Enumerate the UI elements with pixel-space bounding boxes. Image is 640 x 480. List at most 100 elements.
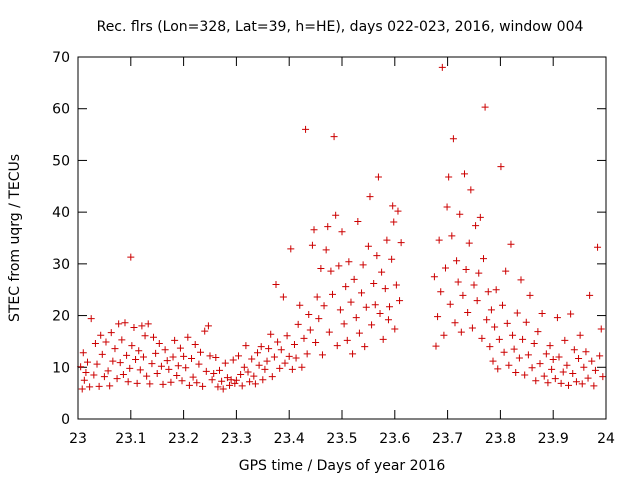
- data-point: [505, 361, 513, 369]
- data-point: [557, 379, 565, 387]
- data-point: [345, 258, 353, 266]
- data-point: [261, 365, 269, 373]
- data-point: [381, 285, 389, 293]
- data-point: [376, 310, 384, 318]
- data-point: [460, 170, 468, 178]
- data-point: [221, 359, 229, 367]
- data-point: [484, 288, 492, 296]
- data-point: [165, 365, 173, 373]
- data-point: [515, 354, 523, 362]
- y-tick-label: 30: [52, 257, 70, 273]
- data-point: [191, 341, 199, 349]
- data-point: [204, 322, 212, 330]
- data-point: [509, 331, 517, 339]
- data-point: [500, 348, 508, 356]
- data-point: [171, 336, 179, 344]
- data-point: [475, 269, 483, 277]
- x-tick-label: 23.6: [379, 431, 410, 447]
- data-point: [446, 300, 454, 308]
- data-point: [107, 329, 115, 337]
- data-point: [306, 326, 314, 334]
- data-point: [495, 335, 503, 343]
- data-point: [327, 267, 335, 275]
- data-point: [333, 342, 341, 350]
- data-point: [216, 366, 224, 374]
- data-point: [283, 332, 291, 340]
- data-point: [502, 267, 510, 275]
- data-point: [310, 226, 318, 234]
- data-point: [159, 380, 167, 388]
- data-point: [153, 369, 161, 377]
- data-point: [111, 345, 119, 353]
- data-point: [132, 356, 140, 364]
- data-point: [80, 376, 88, 384]
- data-point: [480, 255, 488, 263]
- data-point: [486, 343, 494, 351]
- data-point: [449, 135, 457, 143]
- data-point: [139, 353, 147, 361]
- data-point: [246, 378, 254, 386]
- data-point: [318, 351, 326, 359]
- data-point: [594, 243, 602, 251]
- data-point: [113, 375, 121, 383]
- data-point: [591, 366, 599, 374]
- data-point: [287, 245, 295, 253]
- data-point: [336, 306, 344, 314]
- x-tick-label: 23.2: [168, 431, 199, 447]
- data-point: [569, 369, 577, 377]
- data-point: [373, 252, 381, 260]
- data-point: [141, 332, 149, 340]
- data-point: [389, 202, 397, 210]
- data-point: [499, 301, 507, 309]
- data-point: [544, 379, 552, 387]
- data-point: [361, 343, 369, 351]
- data-point: [434, 313, 442, 321]
- data-point: [298, 363, 306, 371]
- data-point: [478, 334, 486, 342]
- data-point: [189, 373, 197, 381]
- data-point: [152, 349, 160, 357]
- data-point: [199, 382, 207, 390]
- data-point: [489, 357, 497, 365]
- data-point: [237, 371, 245, 379]
- data-point: [340, 320, 348, 328]
- data-point: [90, 371, 98, 379]
- data-point: [150, 333, 158, 341]
- data-point: [565, 381, 573, 389]
- x-axis-ticks: 23 23.1 23.2 23.3 23.4 23.5 23.6 23.7 23.8 23.9 24: [69, 57, 615, 447]
- data-point: [86, 383, 94, 391]
- data-point: [119, 371, 127, 379]
- data-point: [528, 364, 536, 372]
- data-point: [227, 376, 235, 384]
- data-point: [296, 301, 304, 309]
- data-point: [390, 218, 398, 226]
- y-tick-label: 10: [52, 360, 70, 376]
- data-point: [492, 286, 500, 294]
- data-point: [288, 365, 296, 373]
- data-point: [540, 372, 548, 380]
- data-point: [226, 381, 234, 389]
- data-point: [526, 291, 534, 299]
- data-point: [232, 376, 240, 384]
- data-point: [322, 246, 330, 254]
- data-point: [586, 291, 594, 299]
- data-point: [302, 125, 310, 133]
- data-point: [362, 303, 370, 311]
- data-point: [453, 257, 461, 265]
- data-point: [548, 365, 556, 373]
- data-point: [513, 309, 521, 317]
- data-point: [370, 280, 378, 288]
- data-point: [195, 360, 203, 368]
- data-point: [219, 385, 227, 393]
- data-point: [176, 344, 184, 352]
- data-point: [235, 352, 243, 360]
- y-tick-label: 70: [52, 50, 70, 66]
- data-point: [300, 334, 308, 342]
- data-point: [208, 376, 216, 384]
- data-point: [575, 354, 583, 362]
- data-point: [338, 228, 346, 236]
- y-tick-label: 40: [52, 205, 70, 221]
- data-point: [277, 346, 285, 354]
- data-point: [214, 383, 222, 391]
- y-tick-label: 50: [52, 153, 70, 169]
